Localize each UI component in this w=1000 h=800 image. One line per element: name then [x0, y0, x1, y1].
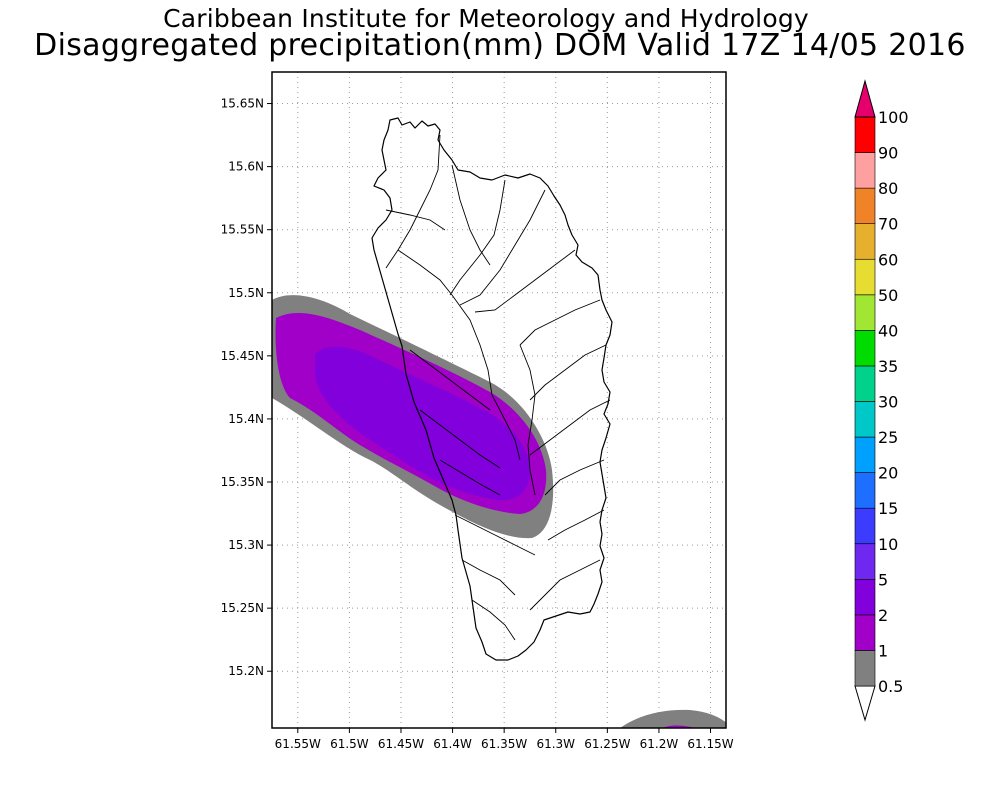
lat-tick-label: 15.4N — [228, 412, 264, 426]
plot-frame — [271, 71, 727, 729]
lat-tick-label: 15.45N — [221, 349, 264, 363]
colorbar-swatch — [854, 401, 876, 438]
title-institute: Caribbean Institute for Meteorology and … — [163, 4, 809, 33]
colorbar-swatch — [854, 507, 876, 545]
lon-tick-label: 61.45W — [378, 737, 424, 751]
colorbar-label: 35 — [878, 357, 898, 376]
colorbar-label: 50 — [878, 286, 898, 305]
colorbar-swatch — [854, 472, 876, 509]
island-coastline — [371, 117, 613, 661]
colorbar-label: 70 — [878, 215, 898, 234]
lat-tick-label: 15.6N — [228, 160, 264, 174]
colorbar-swatch — [854, 294, 876, 331]
colorbar-swatch — [854, 223, 876, 260]
colorbar-swatch — [854, 579, 876, 616]
colorbar-label: 60 — [878, 250, 898, 269]
colorbar-swatch — [854, 650, 876, 687]
colorbar-label: 80 — [878, 179, 898, 198]
colorbar-label: 0.5 — [878, 677, 903, 696]
colorbar-swatch — [854, 365, 876, 402]
lat-tick-label: 15.35N — [221, 475, 264, 489]
lon-tick-label: 61.25W — [584, 737, 630, 751]
lon-tick-label: 61.4W — [433, 737, 472, 751]
colorbar-swatch — [854, 116, 876, 153]
colorbar-label: 25 — [878, 428, 898, 447]
colorbar-label: 10 — [878, 535, 898, 554]
colorbar-swatch — [854, 543, 876, 580]
plot-area: 15.65N 15.6N 15.55N 15.5N 15.45N 15.4N 15.35N 1… — [221, 71, 734, 751]
colorbar-swatch — [854, 436, 876, 473]
colorbar-swatch — [854, 258, 876, 296]
lon-tick-label: 61.5W — [330, 737, 369, 751]
lat-tick-label: 15.25N — [221, 601, 264, 615]
watershed-lines — [385, 134, 611, 641]
colorbar-swatch — [854, 187, 876, 224]
colorbar-label: 15 — [878, 499, 898, 518]
colorbar-label: 90 — [878, 144, 898, 163]
map-axes: 15.65N 15.6N 15.55N 15.5N 15.45N 15.4N 15.35N 1… — [221, 97, 734, 751]
colorbar-swatch — [854, 152, 876, 189]
colorbar-label: 20 — [878, 464, 898, 483]
lat-tick-label: 15.65N — [221, 97, 264, 111]
title-product: Disaggregated precipitation(mm) DOM Vali… — [34, 28, 966, 63]
lon-tick-label: 61.35W — [481, 737, 527, 751]
lat-tick-label: 15.5N — [228, 286, 264, 300]
colorbar-label: 5 — [878, 570, 888, 589]
colorbar-swatch — [854, 614, 876, 651]
colorbar-label: 1 — [878, 641, 888, 660]
colorbar-label: 40 — [878, 321, 898, 340]
colorbar-label: 2 — [878, 606, 888, 625]
colorbar-under-triangle — [854, 685, 876, 722]
lon-tick-label: 61.15W — [687, 737, 733, 751]
precip-area-0.5mm-southeast — [620, 709, 726, 728]
lat-tick-label: 15.3N — [228, 538, 264, 552]
colorbar-label: 100 — [878, 108, 909, 127]
lon-tick-label: 61.55W — [275, 737, 321, 751]
colorbar-swatch — [854, 330, 876, 367]
lat-tick-label: 15.55N — [221, 223, 264, 237]
lat-tick-label: 15.2N — [228, 664, 264, 678]
colorbar-over-triangle — [854, 79, 876, 118]
colorbar-label: 30 — [878, 393, 898, 412]
lon-tick-label: 61.2W — [640, 737, 679, 751]
lon-tick-label: 61.3W — [536, 737, 575, 751]
